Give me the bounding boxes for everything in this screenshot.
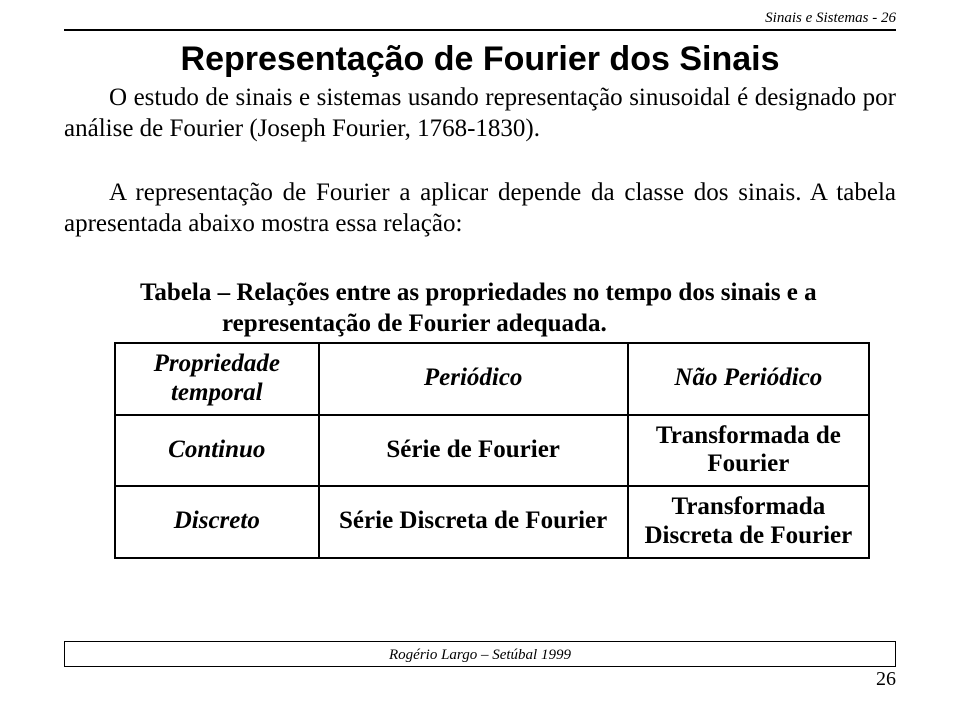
- table-cell-transformada: Transformada de Fourier: [628, 415, 869, 487]
- table-cell-serie-discreta: Série Discreta de Fourier: [319, 486, 628, 558]
- table: Propriedade temporal Periódico Não Perió…: [114, 342, 870, 559]
- paragraph-1: O estudo de sinais e sistemas usando rep…: [64, 83, 896, 144]
- document-page: Sinais e Sistemas - 26 Representação de …: [0, 0, 960, 705]
- footer-text: Rogério Largo – Setúbal 1999: [0, 647, 960, 664]
- table-caption-line1: Tabela – Relações entre as propriedades …: [140, 279, 817, 306]
- table-cell-header-prop: Propriedade temporal: [115, 343, 319, 415]
- paragraph-2: A representação de Fourier a aplicar dep…: [64, 178, 896, 239]
- table-cell-serie-fourier: Série de Fourier: [319, 415, 628, 487]
- table-cell-continuo: Continuo: [115, 415, 319, 487]
- table-cell-header-periodic: Periódico: [319, 343, 628, 415]
- header-underline: [64, 29, 896, 31]
- table-cell-transformada-discreta: Transformada Discreta de Fourier: [628, 486, 869, 558]
- table-caption-line2: representação de Fourier adequada.: [222, 309, 840, 340]
- table-cell-discreto: Discreto: [115, 486, 319, 558]
- page-title: Representação de Fourier dos Sinais: [64, 40, 896, 79]
- page-number: 26: [876, 668, 896, 691]
- table-cell-header-nonperiodic: Não Periódico: [628, 343, 869, 415]
- table-row: Propriedade temporal Periódico Não Perió…: [115, 343, 869, 415]
- header-text: Sinais e Sistemas - 26: [765, 10, 896, 27]
- table-caption: Tabela – Relações entre as propriedades …: [140, 278, 840, 339]
- fourier-table: Propriedade temporal Periódico Não Perió…: [114, 342, 870, 559]
- table-row: Discreto Série Discreta de Fourier Trans…: [115, 486, 869, 558]
- table-row: Continuo Série de Fourier Transformada d…: [115, 415, 869, 487]
